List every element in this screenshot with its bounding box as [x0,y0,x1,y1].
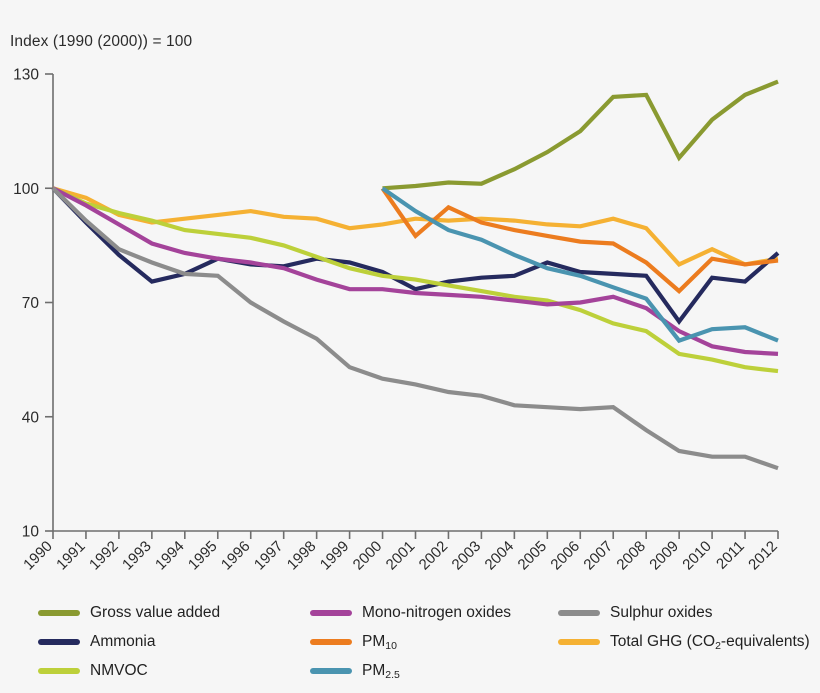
legend-item-label: Total GHG (CO2-equivalents) [610,632,810,652]
x-tick-label: 2010 [679,538,715,574]
series-line-total-ghg [52,186,779,267]
legend-item[interactable]: Gross value added [38,598,310,627]
legend-color-swatch [38,609,80,616]
legend-color-swatch [310,609,352,616]
series-line-sulphur-oxides [51,186,779,471]
x-tick-label: 2007 [580,538,616,574]
x-tick-label: 2012 [745,538,781,574]
series-line-pm10 [380,187,779,294]
series-line-ammonia [51,186,780,326]
y-tick-label: 10 [22,524,40,541]
x-tick-label: 2008 [613,538,649,574]
x-tick-label: 2005 [515,538,551,574]
legend-color-swatch [310,667,352,674]
legend-item-label: NMVOC [90,661,148,679]
x-tick-label: 2006 [547,538,583,574]
legend-item-label: PM2.5 [362,661,400,681]
x-tick-label: 2004 [482,538,518,574]
y-axis-title: Index (1990 (2000)) = 100 [10,33,193,50]
x-tick-label: 2009 [646,538,682,574]
x-tick-label: 2002 [416,538,452,574]
x-tick-label: 2001 [383,538,419,574]
x-tick-label: 1998 [284,538,320,574]
y-tick-label: 130 [13,67,39,84]
x-tick-label: 1997 [251,538,287,574]
x-tick-label: 1993 [119,538,155,574]
legend-item-label: Mono-nitrogen oxides [362,603,512,621]
x-tick-label: 2000 [350,538,386,574]
legend-item[interactable]: NMVOC [38,656,310,685]
legend-item-label: Ammonia [90,632,156,650]
x-tick-label: 1995 [185,538,221,574]
legend-item[interactable]: Mono-nitrogen oxides [310,598,558,627]
x-axis-ticks [52,531,779,539]
legend-item[interactable]: Ammonia [38,627,310,656]
legend-color-swatch [558,638,600,645]
y-tick-label: 100 [13,181,39,198]
legend-item[interactable]: PM2.5 [310,656,558,685]
legend-item-label: PM10 [362,632,397,652]
x-tick-label: 1996 [218,538,254,574]
legend-item-label: Sulphur oxides [610,603,713,621]
legend-color-swatch [558,609,600,616]
x-tick-label: 1994 [152,538,188,574]
y-axis-ticks: 130 100 70 40 10 [13,67,53,541]
legend-color-swatch [38,638,80,645]
legend-item-empty [558,656,820,685]
series-line-gross-value-added [382,79,779,191]
legend-color-swatch [310,638,352,645]
y-tick-label: 70 [22,295,40,312]
legend-color-swatch [38,667,80,674]
legend-item[interactable]: Sulphur oxides [558,598,820,627]
series-lines [51,79,780,471]
chart-legend: Gross value added Mono-nitrogen oxides Sul… [38,598,820,685]
series-line-pm2-5 [381,186,779,344]
x-tick-label: 2011 [713,538,748,573]
legend-item[interactable]: Total GHG (CO2-equivalents) [558,627,820,656]
legend-item-label: Gross value added [90,603,221,621]
x-tick-label: 2003 [449,538,485,574]
x-tick-label: 1992 [86,538,122,574]
x-tick-label: 1990 [20,538,56,574]
x-tick-label: 1999 [317,538,353,574]
y-tick-label: 40 [22,409,40,426]
series-line-nmvoc [52,186,779,374]
legend-item[interactable]: PM10 [310,627,558,656]
x-axis-labels: 1990199119921993199419951996199719981999… [20,538,781,574]
x-tick-label: 1991 [53,538,89,574]
